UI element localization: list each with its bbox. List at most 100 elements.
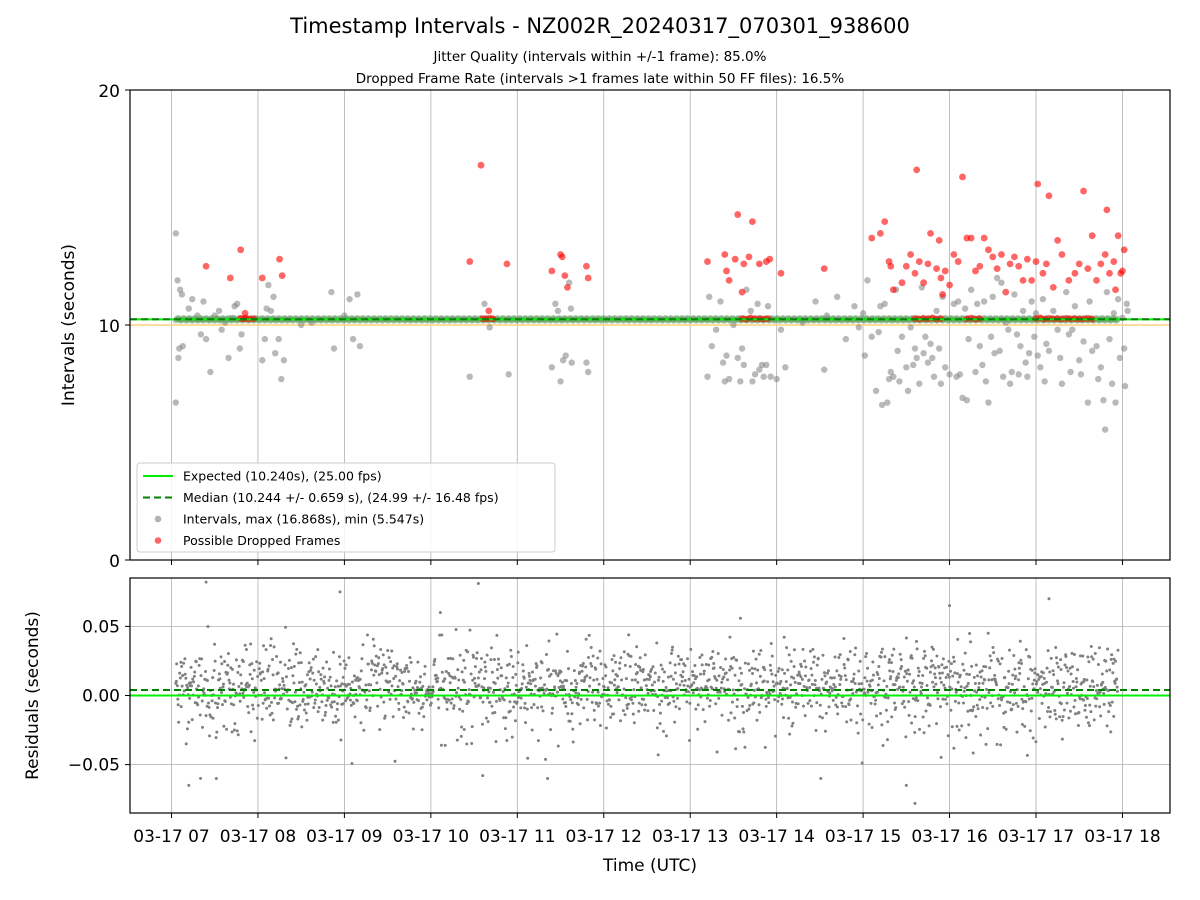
residual-point — [553, 685, 557, 689]
residual-point — [742, 730, 746, 734]
residual-point — [188, 696, 192, 700]
residual-point — [816, 656, 820, 660]
residual-point — [822, 671, 826, 675]
residual-point — [460, 725, 464, 729]
residual-point — [237, 684, 241, 688]
residual-point — [571, 740, 575, 744]
residual-point — [262, 691, 266, 695]
residual-point — [1113, 681, 1117, 685]
residual-point — [343, 682, 347, 686]
residual-point — [284, 625, 288, 629]
residual-point — [793, 680, 797, 684]
residual-point — [207, 701, 211, 705]
residual-point — [372, 673, 376, 677]
residual-point — [454, 627, 458, 631]
interval-point — [782, 364, 789, 371]
interval-point — [1011, 291, 1018, 298]
legend-swatch-point — [154, 515, 162, 523]
dropped-frame-point — [564, 284, 571, 291]
residual-point — [305, 718, 309, 722]
residual-point — [347, 656, 351, 660]
residual-point — [421, 684, 425, 688]
interval-point — [356, 342, 364, 350]
interval-point — [799, 319, 806, 326]
residual-point — [390, 649, 394, 653]
residual-point — [913, 715, 917, 719]
residual-point — [266, 667, 270, 671]
residual-point — [573, 679, 577, 683]
residual-point — [265, 706, 269, 710]
residual-point — [545, 653, 549, 657]
residual-point — [668, 661, 672, 665]
residual-point — [509, 654, 513, 658]
interval-point — [1120, 345, 1128, 352]
residual-point — [608, 698, 612, 702]
interval-point — [1045, 347, 1053, 355]
residual-point — [1082, 698, 1086, 702]
dropped-frame-point — [278, 272, 286, 280]
interval-point — [221, 319, 229, 326]
residual-point — [710, 655, 714, 659]
residual-point — [914, 696, 918, 700]
residual-point — [544, 757, 548, 761]
residual-point — [329, 703, 333, 707]
residual-point — [564, 704, 568, 708]
dropped-frame-point — [725, 276, 733, 284]
residual-point — [395, 667, 399, 671]
residual-point — [958, 673, 962, 677]
interval-point — [1008, 368, 1015, 376]
residual-point — [821, 653, 825, 657]
residual-point — [923, 649, 927, 653]
interval-point — [261, 335, 269, 343]
residual-point — [1050, 686, 1054, 690]
residual-point — [427, 685, 431, 689]
residual-point — [998, 662, 1002, 666]
residual-point — [911, 681, 915, 685]
residual-point — [1090, 655, 1094, 659]
residual-point — [1108, 704, 1112, 708]
residual-point — [612, 712, 616, 716]
residual-point — [848, 650, 852, 654]
dropped-frame-point — [561, 272, 569, 280]
residual-point — [713, 676, 717, 680]
dropped-frame-point — [1120, 246, 1128, 254]
dropped-frame-point — [1103, 206, 1111, 214]
residual-point — [486, 720, 490, 724]
interval-point — [935, 345, 943, 352]
interval-point — [967, 286, 975, 293]
residual-point — [189, 665, 193, 669]
residual-point — [971, 708, 975, 712]
residual-point — [1115, 689, 1119, 693]
residual-point — [207, 705, 211, 709]
residual-point — [1078, 697, 1082, 701]
residual-point — [516, 661, 520, 665]
residual-point — [361, 643, 365, 647]
residual-point — [1020, 697, 1024, 701]
dropped-frame-point — [1112, 286, 1119, 294]
residual-point — [217, 672, 221, 676]
residual-point — [808, 686, 812, 690]
residual-point — [946, 734, 950, 738]
residual-point — [890, 715, 894, 719]
residual-point — [564, 700, 568, 704]
residual-point — [707, 663, 711, 667]
residual-point — [779, 679, 783, 683]
residual-point — [1094, 704, 1098, 708]
residual-point — [200, 699, 204, 703]
residual-point — [1068, 709, 1072, 713]
interval-point — [976, 342, 984, 350]
residual-point — [988, 654, 992, 658]
residual-point — [768, 663, 772, 667]
residual-point — [549, 728, 553, 732]
interval-point — [734, 354, 741, 362]
dropped-frame-point — [876, 229, 884, 237]
residual-point — [856, 731, 860, 735]
residual-point — [1019, 661, 1023, 665]
residual-point — [369, 683, 373, 687]
interval-point — [1076, 357, 1083, 364]
residual-point — [757, 652, 761, 656]
residual-point — [205, 679, 209, 683]
interval-point — [1019, 307, 1027, 315]
residual-point — [543, 683, 547, 687]
residual-point — [395, 665, 399, 669]
